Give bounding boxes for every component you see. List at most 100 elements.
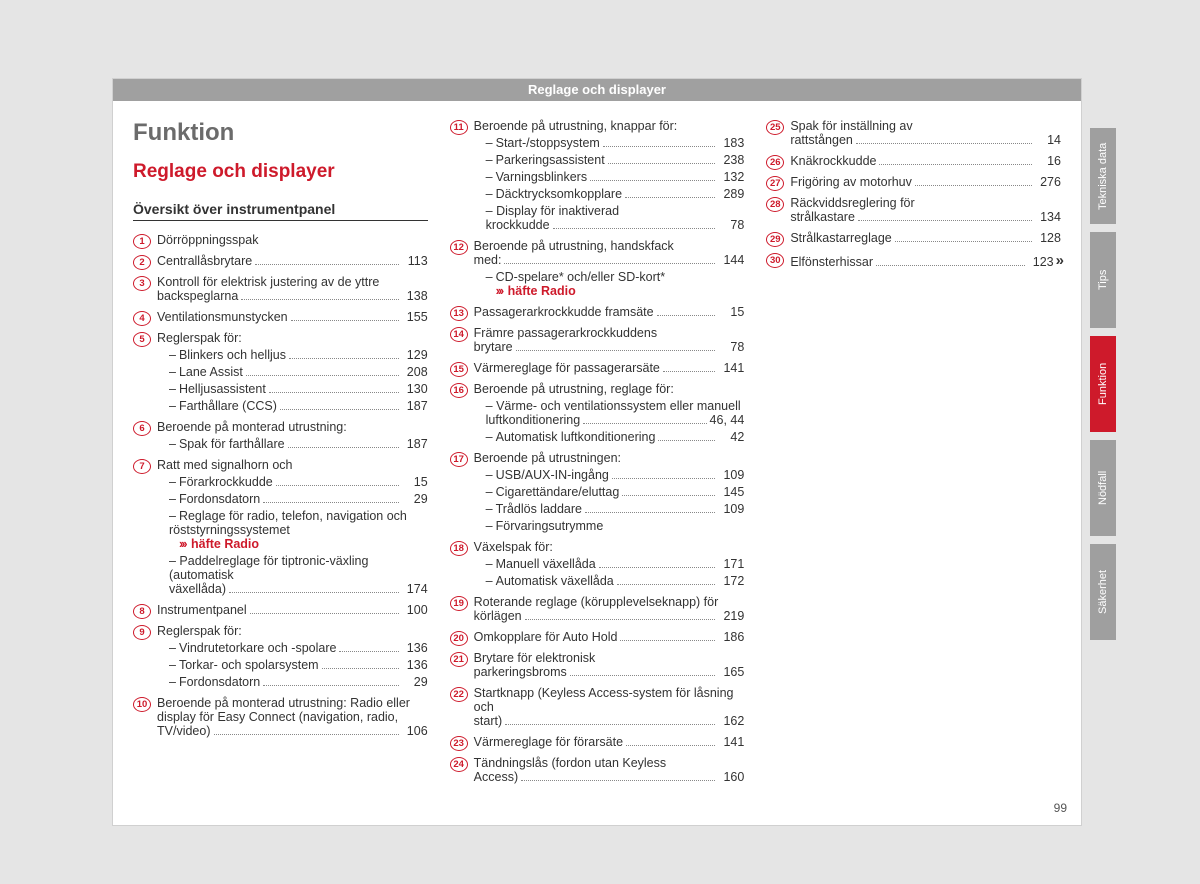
item-body: Främre passagerarkrockkuddensbrytare78 [474,326,745,357]
toc-item: 21 Brytare för elektroniskparkeringsbroms… [450,651,745,682]
side-tab-säkerhet[interactable]: Säkerhet [1090,544,1116,640]
item-body: Tändningslås (fordon utan KeylessAccess)… [474,756,745,787]
page-ref: 14 [1035,133,1061,147]
entry-label: Omkopplare för Auto Hold [474,630,618,644]
toc-item: 16Beroende på utrustning, reglage för:– … [450,382,745,447]
entry-label: –Automatisk luftkonditionering [486,430,656,444]
dot-leader [617,584,716,585]
dot-leader [505,724,715,725]
heading-2: Reglage och displayer [133,161,428,183]
entry-label: –Parkeringsassistent [486,153,605,167]
entry-label: Roterande reglage (körupplevelseknapp) f… [474,595,745,609]
side-tab-nödfall[interactable]: Nödfall [1090,440,1116,536]
entry-label: –Fordonsdatorn [169,492,260,506]
entry-label: Värmereglage för passagerarsäte [474,361,660,375]
page-ref: 109 [718,502,744,516]
page-ref: 128 [1035,231,1061,245]
item-number-circle: 6 [133,421,151,436]
toc-item: 5Reglerspak för:–Blinkers och helljus129… [133,331,428,416]
item-body: Omkopplare för Auto Hold186 [474,630,745,647]
entry-label: körlägen [474,609,522,623]
side-tabs: Tekniska data Tips Funktion Nödfall Säkerhet [1090,128,1116,648]
sub-entry: –Förvaringsutrymme [486,519,745,533]
page-ref: 132 [718,170,744,184]
entry-label: –Vindrutetorkare och -spolare [169,641,336,655]
item-body: Ventilationsmunstycken155 [157,310,428,327]
item-number-circle: 30 [766,253,784,268]
entry-label: Strålkastarreglage [790,231,891,245]
item-number-circle: 20 [450,631,468,646]
item-number-circle: 29 [766,232,784,247]
side-tab-tekniska-data[interactable]: Tekniska data [1090,128,1116,224]
item-body: Frigöring av motorhuv276 [790,175,1061,192]
ref-link: häfte Radio [191,537,259,551]
page-ref: 238 [718,153,744,167]
entry-label: Access) [474,770,518,784]
toc-item: 9Reglerspak för:–Vindrutetorkare och -sp… [133,624,428,692]
entry-label: Ratt med signalhorn och [157,458,428,472]
dot-leader [915,185,1032,186]
page-ref: 208 [402,365,428,379]
entry-multiline: Beroende på monterad utrustning: Radio e… [157,696,428,738]
dot-leader [625,197,715,198]
entry-multiline: Roterande reglage (körupplevelseknapp) f… [474,595,745,623]
dot-leader [525,619,716,620]
entry-label: –Helljusassistent [169,382,266,396]
toc-item: 22Startknapp (Keyless Access-system för … [450,686,745,731]
page-ref: 106 [402,724,428,738]
entry-multiline: – Display för inaktiveradkrockkudde78 [486,204,745,232]
entry-label: –Fordonsdatorn [169,675,260,689]
ref-arrows-icon: ››› [179,537,186,551]
entry-multiline: Brytare för elektroniskparkeringsbroms16… [474,651,745,679]
entry-label: Brytare för elektronisk [474,651,745,665]
side-tab-tips[interactable]: Tips [1090,232,1116,328]
page-ref: 130 [402,382,428,396]
dot-leader [608,163,716,164]
entry-label: TV/video) [157,724,211,738]
entry-label: start) [474,714,502,728]
item-number-circle: 12 [450,240,468,255]
side-tab-funktion[interactable]: Funktion [1090,336,1116,432]
sub-list: –Vindrutetorkare och -spolare136–Torkar-… [157,641,428,689]
dot-leader [229,592,399,593]
item-number-circle: 18 [450,541,468,556]
dot-leader [658,440,715,441]
dot-leader [521,780,715,781]
item-body: Centrallåsbrytare113 [157,254,428,271]
entry-label: Elfönsterhissar [790,255,873,269]
toc-item: 2Centrallåsbrytare113 [133,254,428,271]
dot-leader [263,502,398,503]
dot-leader [657,315,716,316]
toc-item: 25Spak för inställning avrattstången14 [766,119,1061,150]
toc-item: 6Beroende på monterad utrustning:–Spak f… [133,420,428,454]
item-number-circle: 21 [450,652,468,667]
dot-leader [663,371,715,372]
dot-leader [516,350,716,351]
toc-item: 30Elfönsterhissar123» [766,252,1061,272]
entry-label: Beroende på utrustning, handskfack [474,239,745,253]
toc-item: 14Främre passagerarkrockkuddensbrytare78 [450,326,745,357]
dot-leader [570,675,716,676]
toc-item: 11Beroende på utrustning, knappar för:–S… [450,119,745,235]
item-body: Kontroll för elektrisk justering av de y… [157,275,428,306]
item-number-circle: 8 [133,604,151,619]
entry-label: –Spak för farthållare [169,437,285,451]
dot-leader [269,392,399,393]
entry-label: krockkudde [486,218,550,232]
entry-label: Beroende på monterad utrustning: Radio e… [157,696,428,724]
page-ref: 219 [718,609,744,623]
dot-leader [241,299,398,300]
item-body: Växelspak för:–Manuell växellåda171–Auto… [474,540,745,591]
item-body: Passagerarkrockkudde framsäte15 [474,305,745,322]
sub-list: –Spak för farthållare187 [157,437,428,451]
dot-leader [246,375,399,376]
toc-item: 29 Strålkastarreglage 128 [766,231,1061,248]
entry-label: –Cigarettändare/eluttag [486,485,620,499]
dot-leader [280,409,399,410]
entry-label: Kontroll för elektrisk justering av de y… [157,275,428,289]
item-number-circle: 27 [766,176,784,191]
toc-item: 1Dörröppningsspak [133,233,428,250]
toc-item: 13Passagerarkrockkudde framsäte15 [450,305,745,322]
item-number-circle: 16 [450,383,468,398]
entry-label: Beroende på utrustning, knappar för: [474,119,745,133]
